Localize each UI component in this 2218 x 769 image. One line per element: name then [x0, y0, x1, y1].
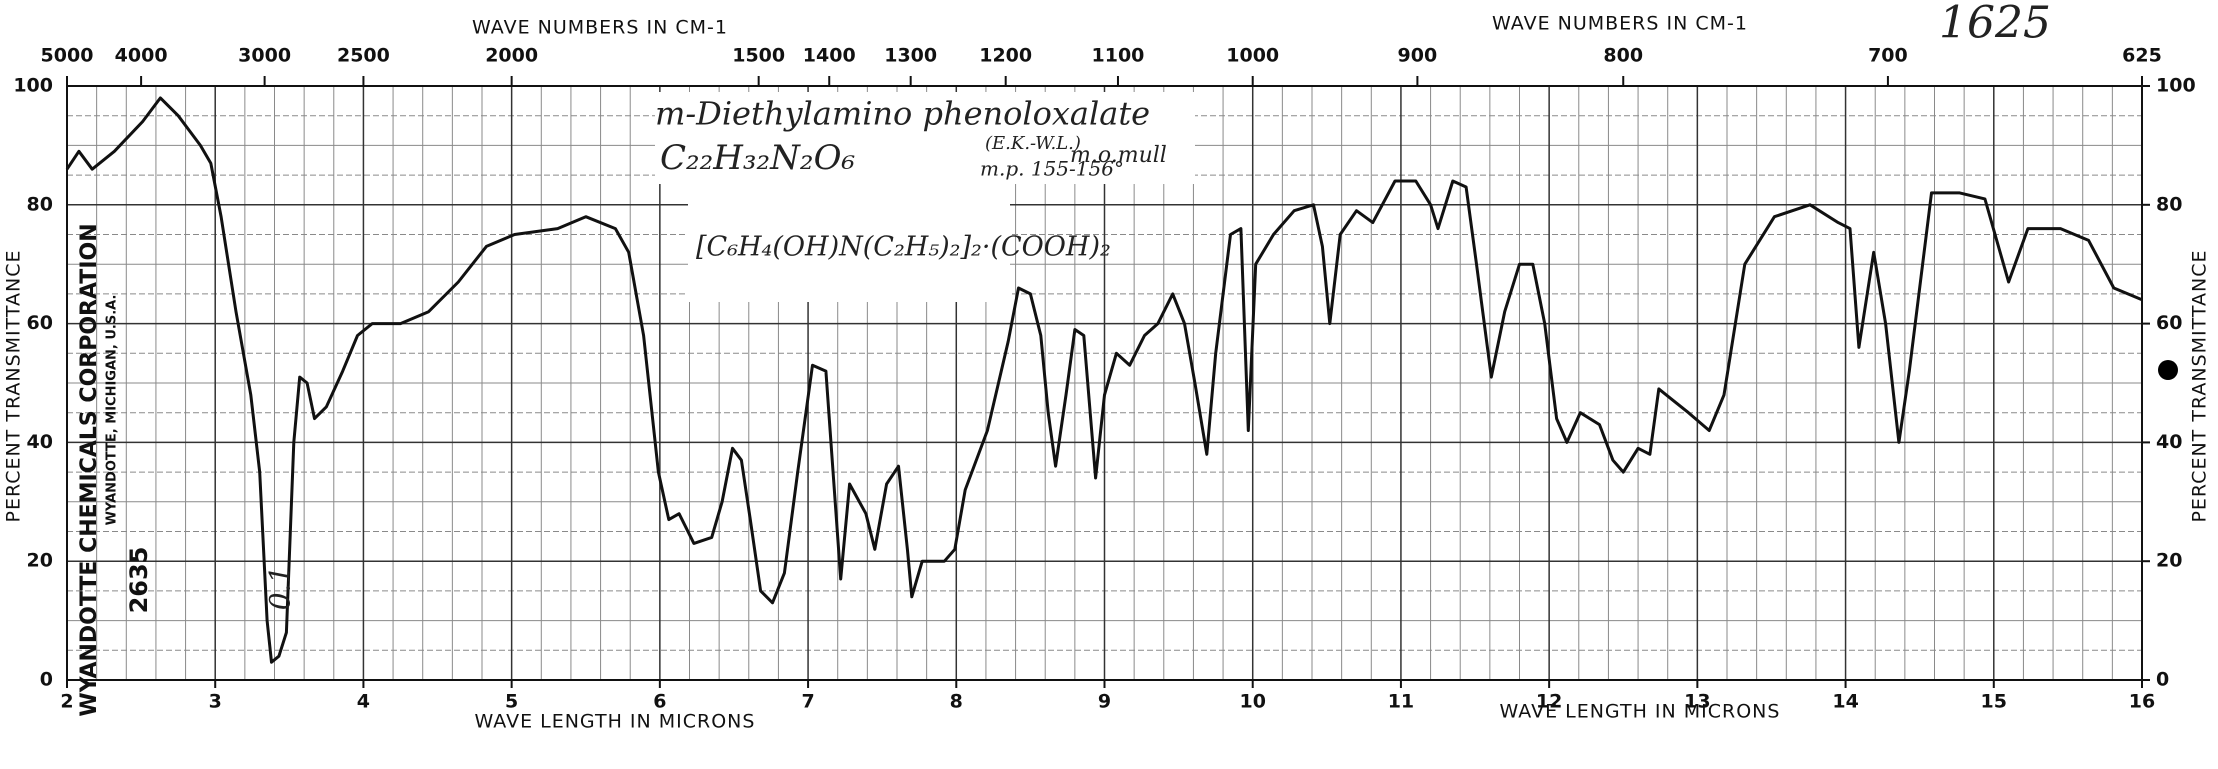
x-tick-label: 5 [505, 691, 518, 713]
serial: 2635 [125, 547, 153, 614]
y-tick-label: 20 [27, 550, 53, 572]
punch-hole [2158, 360, 2178, 380]
compound-name: m-Diethylamino phenoloxalate [655, 95, 1150, 133]
x2-tick-label: 2000 [485, 45, 538, 67]
formula: C₂₂H₃₂N₂O₆ [660, 138, 855, 178]
x2-tick-label: 1200 [979, 45, 1032, 67]
y2-axis-title: PERCENT TRANSMITTANCE [2189, 249, 2211, 522]
x2-tick-label: 1500 [732, 45, 785, 67]
y2-tick-label: 80 [2156, 193, 2182, 215]
x-tick-label: 2 [60, 691, 73, 713]
x2-tick-label: 4000 [115, 45, 168, 67]
x-tick-label: 12 [1536, 691, 1562, 713]
spectrum-line [65, 96, 2143, 664]
x2-axis-title: WAVE NUMBERS IN CM-1 [1492, 13, 1748, 35]
company: WYANDOTTE CHEMICALS CORPORATION [77, 223, 102, 716]
x-tick-label: 4 [357, 691, 370, 713]
annotation-background [655, 92, 1195, 184]
x2-tick-label: 2500 [337, 45, 390, 67]
y2-tick-label: 0 [2156, 669, 2169, 691]
x2-tick-label: 900 [1398, 45, 1438, 67]
medium: m.o.mull [1070, 143, 1167, 168]
curve-layer [65, 96, 2143, 664]
y2-tick-label: 100 [2156, 75, 2196, 97]
y2-tick-label: 60 [2156, 312, 2182, 334]
y2-tick-label: 40 [2156, 431, 2182, 453]
y-tick-label: 80 [27, 193, 53, 215]
x2-tick-label: 800 [1603, 45, 1643, 67]
grid [66, 85, 2143, 681]
x2-tick-label: 1100 [1092, 45, 1145, 67]
x2-tick-label: 1400 [803, 45, 856, 67]
y-tick-label: 100 [13, 75, 53, 97]
melting-point: m.p. 155-156° [980, 157, 1124, 181]
x-tick-label: 13 [1684, 691, 1710, 713]
x-tick-label: 9 [1098, 691, 1111, 713]
x2-tick-label: 5000 [41, 45, 94, 67]
y-axis-title: PERCENT TRANSMITTANCE [3, 249, 25, 522]
x2-tick-label: 700 [1868, 45, 1908, 67]
y-tick-label: 60 [27, 312, 53, 334]
x2-tick-label: 1300 [884, 45, 937, 67]
x-tick-label: 3 [209, 691, 222, 713]
x2-tick-label: 625 [2122, 45, 2162, 67]
x2-tick-label: 3000 [238, 45, 291, 67]
x-tick-label: 10 [1239, 691, 1265, 713]
location: WYANDOTTE, MICHIGAN, U.S.A. [105, 295, 120, 526]
x-tick-label: 8 [950, 691, 963, 713]
x-axis-title: WAVE LENGTH IN MICRONS [1500, 701, 1781, 723]
x-tick-label: 16 [2129, 691, 2155, 713]
thickness: 0.1 [264, 566, 297, 611]
analyst: (E.K.-W.L.) [985, 133, 1081, 154]
x-tick-label: 7 [801, 691, 814, 713]
x-tick-label: 6 [653, 691, 666, 713]
spectrum-number: 1625 [1939, 0, 2051, 49]
structure-background [688, 184, 1010, 302]
x2-tick-label: 1000 [1226, 45, 1279, 67]
x2-axis-title: WAVE NUMBERS IN CM-1 [472, 17, 728, 39]
x-tick-label: 15 [1981, 691, 2007, 713]
x-tick-label: 11 [1388, 691, 1414, 713]
y-tick-label: 40 [27, 431, 53, 453]
structure: [C₆H₄(OH)N(C₂H₅)₂]₂·(COOH)₂ [696, 232, 1111, 263]
y-tick-label: 0 [40, 669, 53, 691]
y2-tick-label: 20 [2156, 550, 2182, 572]
x-axis-title: WAVE LENGTH IN MICRONS [475, 711, 756, 733]
x-tick-label: 14 [1832, 691, 1858, 713]
